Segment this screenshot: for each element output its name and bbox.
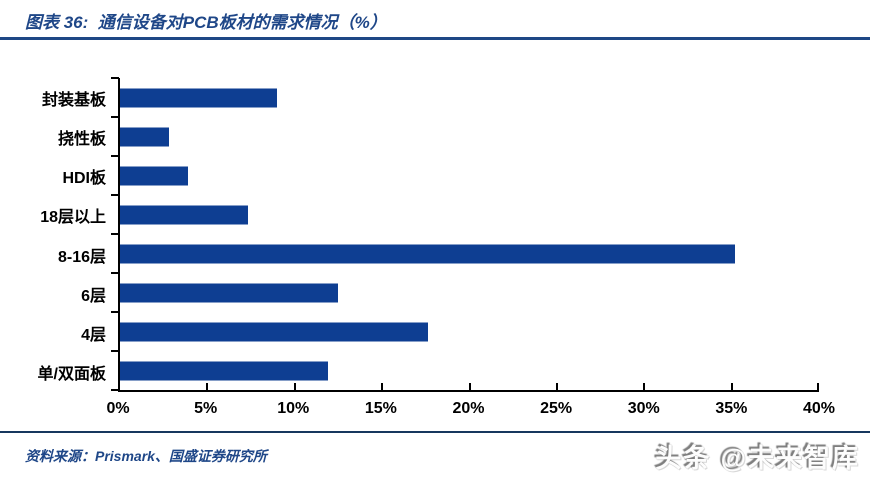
bar bbox=[120, 361, 328, 380]
bar-row bbox=[120, 273, 819, 312]
source-note: 资料来源：Prismark、国盛证券研究所 bbox=[25, 448, 267, 464]
x-axis-tick-label: 0% bbox=[106, 400, 130, 417]
watermark: 头条 @未来智库 bbox=[655, 443, 860, 473]
x-axis-tick bbox=[468, 383, 471, 390]
plot-area bbox=[111, 77, 819, 392]
x-axis-labels: 0% 5% 10% 15% 20% 25% 30% 35% 40% bbox=[106, 400, 835, 420]
bar bbox=[120, 127, 169, 146]
category-label: 挠性板 bbox=[57, 130, 106, 148]
bar-row bbox=[120, 117, 819, 156]
bar bbox=[120, 166, 189, 185]
bar-row bbox=[120, 156, 819, 195]
x-axis-tick-label: 5% bbox=[194, 400, 218, 417]
x-axis-tick bbox=[381, 383, 384, 390]
category-label: 8-16层 bbox=[57, 248, 106, 266]
bar bbox=[120, 205, 248, 224]
y-axis-tick bbox=[111, 194, 119, 196]
x-axis-tick-label: 35% bbox=[715, 400, 748, 417]
category-label: 18层以上 bbox=[40, 209, 106, 227]
y-axis-tick bbox=[111, 77, 119, 79]
bar-row bbox=[120, 312, 819, 351]
x-axis-tick bbox=[730, 383, 733, 390]
bar-row bbox=[120, 78, 819, 117]
x-axis-tick-label: 10% bbox=[277, 400, 310, 417]
header-rule bbox=[0, 37, 870, 40]
bar-row bbox=[120, 351, 819, 390]
x-axis-tick bbox=[293, 383, 296, 390]
y-axis-tick bbox=[111, 155, 119, 157]
x-axis-tick-label: 20% bbox=[452, 400, 485, 417]
y-axis-tick bbox=[111, 350, 119, 352]
bar bbox=[120, 244, 736, 263]
bar bbox=[120, 322, 428, 341]
x-axis-tick bbox=[817, 383, 819, 390]
bar bbox=[120, 88, 278, 107]
category-label: 4层 bbox=[81, 327, 106, 345]
x-axis-tick-label: 30% bbox=[627, 400, 660, 417]
y-axis-tick bbox=[111, 233, 119, 235]
bar-row bbox=[120, 234, 819, 273]
category-labels: 封装基板挠性板 HDI板 18层以上 8-16层 6层 4层单/双面板 bbox=[0, 78, 112, 392]
x-axis-tick bbox=[643, 383, 646, 390]
x-axis-tick-label: 40% bbox=[802, 400, 836, 417]
category-label: 单/双面板 bbox=[37, 366, 106, 384]
y-axis-tick bbox=[111, 389, 119, 391]
footer-rule bbox=[0, 431, 870, 433]
x-axis-tick-label: 15% bbox=[364, 400, 397, 417]
x-axis-tick-label: 25% bbox=[540, 400, 573, 417]
figure-title: 图表 36: 通信设备对PCB板材的需求情况（%） bbox=[25, 13, 387, 32]
x-axis-tick bbox=[206, 383, 209, 390]
bar bbox=[120, 283, 339, 302]
y-axis-tick bbox=[111, 311, 119, 313]
y-axis-tick bbox=[111, 116, 119, 118]
category-label: HDI板 bbox=[62, 170, 106, 188]
category-label: 6层 bbox=[81, 287, 106, 305]
category-label: 封装基板 bbox=[41, 91, 106, 109]
x-axis-tick bbox=[555, 383, 558, 390]
bar-row bbox=[120, 195, 819, 234]
y-axis-tick bbox=[111, 272, 119, 274]
